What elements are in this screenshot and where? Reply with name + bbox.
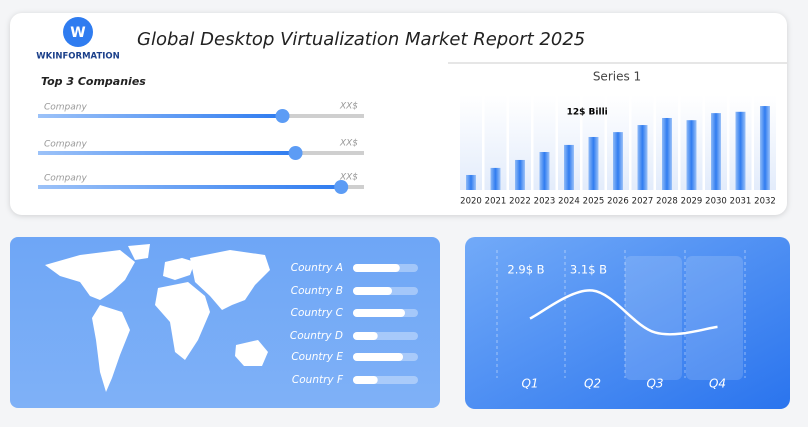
bar — [588, 136, 599, 190]
asia — [190, 250, 270, 310]
x-tick-label: 2031 — [730, 197, 752, 207]
x-tick-label: 2025 — [583, 197, 605, 207]
bar — [760, 106, 770, 190]
bar — [353, 287, 392, 295]
logo-mark — [63, 17, 93, 47]
x-tick-label: 2022 — [509, 197, 531, 207]
bar — [353, 264, 400, 272]
x-tick-label: 2032 — [754, 197, 776, 207]
country-label: Country F — [292, 374, 344, 386]
column-bg — [509, 95, 531, 190]
x-tick-label: 2020 — [460, 197, 482, 207]
progress-bar — [38, 185, 342, 189]
x-tick-label: 2028 — [656, 197, 678, 207]
progress-knob — [334, 180, 349, 194]
line-card — [465, 237, 790, 409]
bar — [515, 159, 525, 190]
x-tick-label: 2024 — [558, 197, 580, 207]
bar — [711, 113, 721, 190]
company-value: XX$ — [339, 102, 358, 112]
logo-text: WKINFORMATION — [36, 52, 120, 62]
company-value: XX$ — [339, 173, 358, 183]
australia — [235, 340, 268, 366]
country-label: Country D — [290, 330, 343, 342]
highlight — [686, 256, 743, 380]
bar — [662, 117, 672, 190]
x-tick-label: Q4 — [709, 377, 726, 391]
company-value: XX$ — [339, 139, 358, 149]
europe — [163, 258, 195, 280]
company-name: Company — [44, 174, 87, 184]
greenland — [128, 244, 150, 260]
bar — [735, 111, 746, 190]
column-bg — [558, 95, 580, 190]
x-tick-label: 2030 — [705, 197, 727, 207]
bar — [466, 174, 476, 190]
progress-bar — [38, 114, 283, 118]
logo-glyph: W — [70, 25, 85, 41]
value-label: 2.9$ B — [507, 263, 544, 277]
x-tick-label: 2027 — [632, 197, 654, 207]
value-label: 3.1$ B — [570, 263, 607, 277]
bar — [490, 167, 501, 190]
progress-bar — [38, 151, 296, 155]
progress-knob — [288, 146, 303, 160]
column-bg — [460, 95, 482, 190]
x-tick-label: 2023 — [534, 197, 556, 207]
company-name: Company — [44, 103, 87, 113]
south-america — [92, 305, 130, 392]
companies-title: Top 3 Companies — [41, 75, 146, 88]
bar — [564, 144, 574, 190]
bar — [613, 132, 623, 190]
bar — [637, 125, 648, 190]
bar — [353, 309, 405, 317]
progress-knob — [275, 109, 290, 123]
bar — [353, 353, 404, 361]
north-america — [45, 250, 135, 300]
x-tick-label: Q3 — [646, 377, 663, 391]
bar — [539, 152, 550, 190]
world-map — [45, 244, 270, 392]
x-tick-label: 2026 — [607, 197, 629, 207]
country-label: Country C — [291, 307, 344, 319]
bar — [353, 376, 378, 384]
x-tick-label: Q2 — [584, 377, 601, 391]
africa — [155, 282, 210, 360]
highlight — [625, 256, 682, 380]
line — [529, 289, 718, 336]
bar — [686, 120, 697, 190]
chart-title: Series 1 — [593, 70, 641, 84]
company-name: Company — [44, 140, 87, 150]
country-label: Country B — [291, 285, 343, 297]
country-label: Country A — [291, 262, 343, 274]
title: Global Desktop Virtualization Market Rep… — [137, 29, 585, 50]
x-tick-label: Q1 — [521, 377, 538, 391]
country-label: Country E — [291, 351, 343, 363]
bar — [353, 332, 378, 340]
value-label: 12$ Billion — [567, 108, 621, 118]
x-tick-label: 2029 — [681, 197, 703, 207]
column-bg — [533, 95, 556, 190]
x-tick-label: 2021 — [485, 197, 507, 207]
column-bg — [484, 95, 507, 190]
